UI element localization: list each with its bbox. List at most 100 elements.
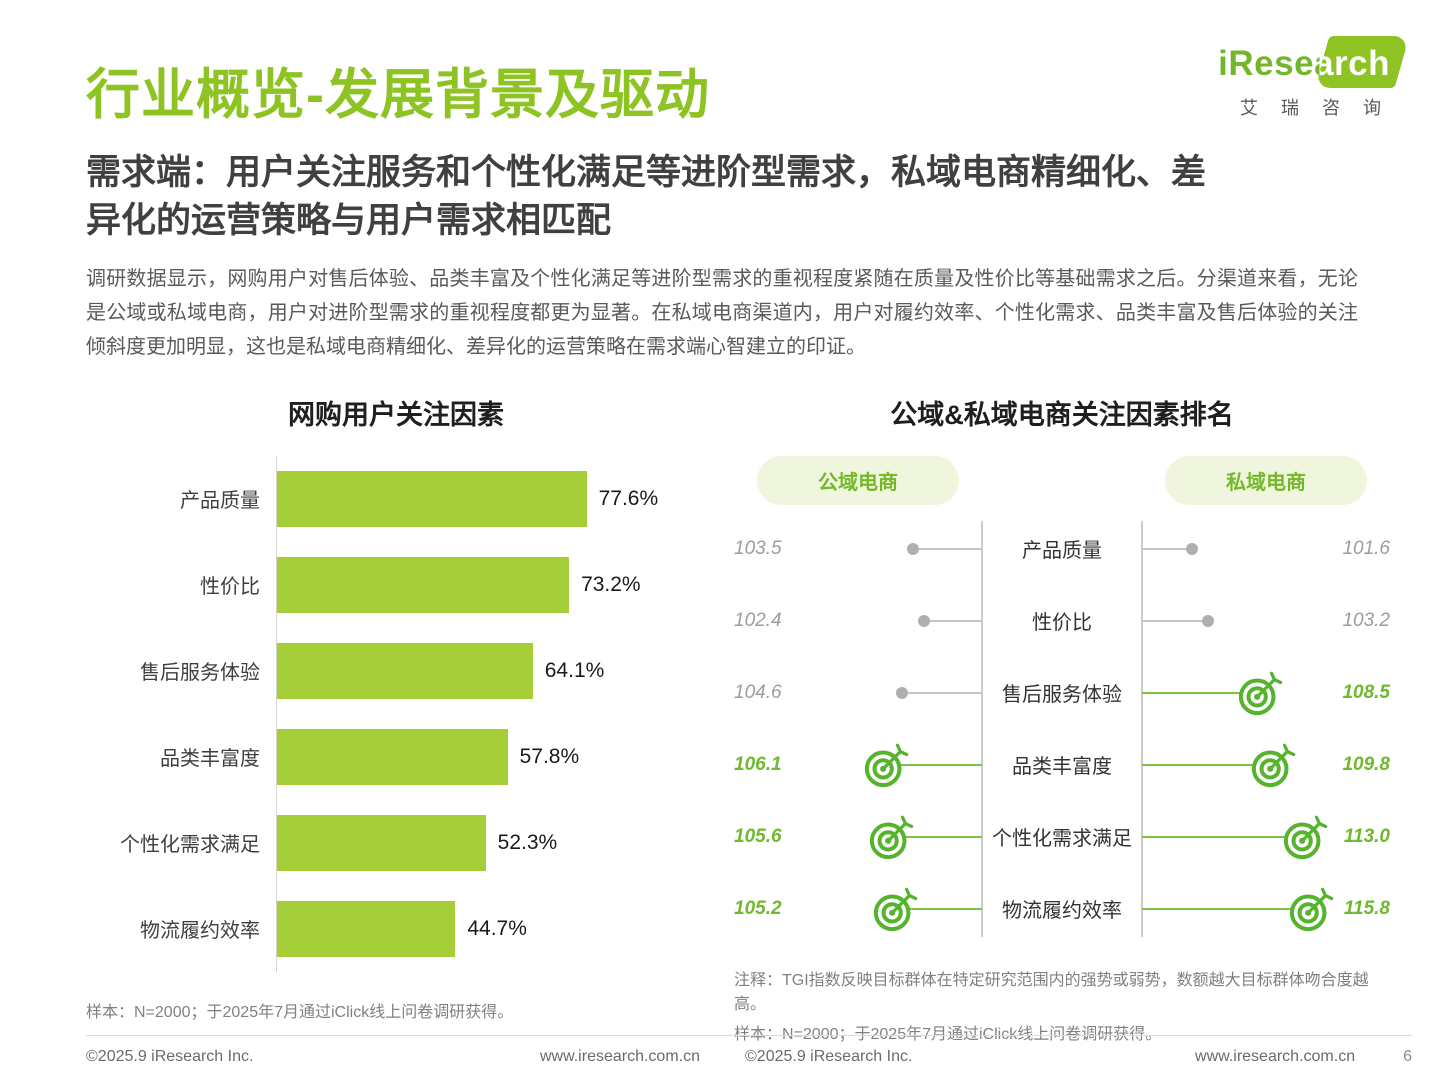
bar — [277, 900, 456, 957]
dot-marker-icon — [918, 614, 930, 627]
target-dart-icon — [873, 886, 919, 932]
private-marker-cell — [1142, 729, 1320, 801]
bar-category-label: 性价比 — [200, 576, 260, 599]
page-title: 行业概览-发展背景及驱动 — [86, 65, 710, 125]
public-marker-cell — [804, 513, 982, 585]
private-marker-cell — [1142, 873, 1320, 945]
marker-stem — [1142, 542, 1198, 555]
marker-stem — [892, 836, 982, 838]
logo-brand-text: iResearch — [1218, 44, 1390, 83]
bar-row: 性价比 73.2% — [86, 541, 706, 628]
bar-value-label: 57.8% — [519, 744, 580, 768]
target-dart-icon — [864, 742, 910, 788]
public-tgi-value: 105.2 — [734, 897, 782, 919]
footer-left-group: ©2025.9 iResearch Inc. www.iresearch.com… — [86, 1048, 700, 1066]
page-number: 6 — [1403, 1048, 1412, 1065]
rank-category-label: 物流履约效率 — [1002, 900, 1122, 923]
bar-value-label: 77.6% — [598, 486, 659, 510]
private-tgi-value: 101.6 — [1342, 537, 1390, 559]
bar-chart-title: 网购用户关注因素 — [288, 399, 504, 430]
public-domain-badge: 公域电商 — [757, 455, 959, 505]
bar-chart-sample-note: 样本：N=2000；于2025年7月通过iClick线上问卷调研获得。 — [86, 1003, 514, 1021]
charts-area: 网购用户关注因素 产品质量 77.6% 性价比 73.2% — [86, 389, 1390, 1053]
bar-row: 个性化需求满足 52.3% — [86, 799, 706, 886]
marker-stem — [896, 686, 982, 699]
private-tgi-value: 109.8 — [1342, 753, 1390, 775]
public-marker-cell — [804, 585, 982, 657]
bar-category-label: 产品质量 — [180, 490, 260, 513]
left-axis-line — [981, 520, 983, 937]
private-tgi-value: 115.8 — [1343, 897, 1390, 919]
bar-value-label: 44.7% — [467, 916, 527, 940]
rank-category-label: 产品质量 — [1022, 540, 1102, 563]
bar — [277, 642, 533, 699]
private-marker-cell — [1142, 585, 1320, 657]
ranking-chart-title: 公域&私域电商关注因素排名 — [890, 399, 1234, 430]
private-tgi-value: 103.2 — [1342, 609, 1390, 631]
bar-category-label: 物流履约效率 — [140, 920, 260, 943]
rank-category-label: 品类丰富度 — [1012, 756, 1112, 779]
private-marker-cell — [1142, 801, 1320, 873]
public-marker-cell — [804, 657, 982, 729]
public-marker-cell — [804, 729, 982, 801]
bar-track: 64.1% — [276, 627, 676, 714]
rank-category-label: 性价比 — [1032, 612, 1092, 635]
marker-stem — [1142, 764, 1274, 766]
dot-marker-icon — [907, 542, 919, 555]
iresearch-logo: iResearch 艾 瑞 咨 询 — [1212, 36, 1410, 120]
ranking-plot: 103.5 产品质量 101.6 — [734, 513, 1390, 945]
copyright-left: ©2025.9 iResearch Inc. — [86, 1048, 254, 1065]
report-page: 行业概览-发展背景及驱动 iResearch 艾 瑞 咨 询 需求端：用户关注服… — [86, 36, 1410, 1053]
target-dart-icon — [1289, 886, 1335, 932]
private-tgi-value: 108.5 — [1342, 681, 1390, 703]
page-header: 行业概览-发展背景及驱动 iResearch 艾 瑞 咨 询 — [86, 36, 1410, 129]
footer-right-group: ©2025.9 iResearch Inc. www.iresearch.com… — [745, 1048, 1412, 1066]
marker-stem — [1142, 908, 1312, 910]
website-url-right: www.iresearch.com.cn — [1195, 1048, 1356, 1065]
rank-row: 105.6 个性化需求满足 113.0 — [734, 801, 1390, 873]
target-dart-icon — [1251, 742, 1297, 788]
private-tgi-value: 113.0 — [1343, 825, 1390, 847]
rank-row: 105.2 物流履约效率 115.8 — [734, 873, 1390, 945]
marker-stem — [1142, 614, 1214, 627]
public-marker-cell — [804, 873, 982, 945]
public-tgi-value: 105.6 — [734, 825, 782, 847]
public-tgi-value: 102.4 — [734, 609, 782, 631]
bar-row: 物流履约效率 44.7% — [86, 885, 706, 972]
marker-stem — [896, 908, 982, 910]
marker-stem — [918, 614, 982, 627]
dot-marker-icon — [1186, 542, 1198, 555]
marker-stem — [907, 542, 982, 555]
ranking-sample-note: 样本：N=2000；于2025年7月通过iClick线上问卷调研获得。 — [734, 1025, 1162, 1043]
marker-stem — [1142, 836, 1306, 838]
rank-row: 103.5 产品质量 101.6 — [734, 513, 1390, 585]
private-marker-cell — [1142, 657, 1320, 729]
page-footer: ©2025.9 iResearch Inc. www.iresearch.com… — [86, 1035, 1412, 1066]
ranking-chart: 公域&私域电商关注因素排名 公域电商 私域电商 103.5 产品质量 — [734, 389, 1390, 1053]
bar-value-label: 73.2% — [581, 572, 641, 596]
bar-row: 产品质量 77.6% — [86, 455, 706, 542]
dot-marker-icon — [1202, 614, 1214, 627]
rank-row: 102.4 性价比 103.2 — [734, 585, 1390, 657]
bar-track: 77.6% — [276, 455, 676, 542]
target-dart-icon — [869, 814, 915, 860]
private-marker-cell — [1142, 513, 1320, 585]
body-paragraph: 调研数据显示，网购用户对售后体验、品类丰富及个性化满足等进阶型需求的重视程度紧随… — [86, 267, 1358, 359]
bar-value-label: 52.3% — [497, 830, 558, 854]
target-dart-icon — [1238, 670, 1284, 716]
target-dart-icon — [1283, 814, 1329, 860]
public-tgi-value: 106.1 — [734, 753, 782, 775]
bar — [277, 470, 587, 527]
public-tgi-value: 103.5 — [734, 537, 782, 559]
bar — [277, 556, 570, 613]
dot-marker-icon — [896, 686, 908, 699]
rank-category-label: 售后服务体验 — [1002, 684, 1122, 707]
rank-row: 106.1 品类丰富度 109.8 — [734, 729, 1390, 801]
private-domain-badge: 私域电商 — [1165, 455, 1367, 505]
tgi-legend-note: 注释：TGI指数反映目标群体在特定研究范围内的强势或弱势，数额越大目标群体吻合度… — [734, 971, 1369, 1013]
website-url-left: www.iresearch.com.cn — [539, 1048, 700, 1065]
section-subtitle: 需求端：用户关注服务和个性化满足等进阶型需求，私域电商精细化、差异化的运营策略与… — [86, 153, 1207, 241]
bar-track: 73.2% — [276, 541, 676, 628]
bar — [277, 728, 508, 785]
bar-category-label: 品类丰富度 — [160, 748, 260, 771]
